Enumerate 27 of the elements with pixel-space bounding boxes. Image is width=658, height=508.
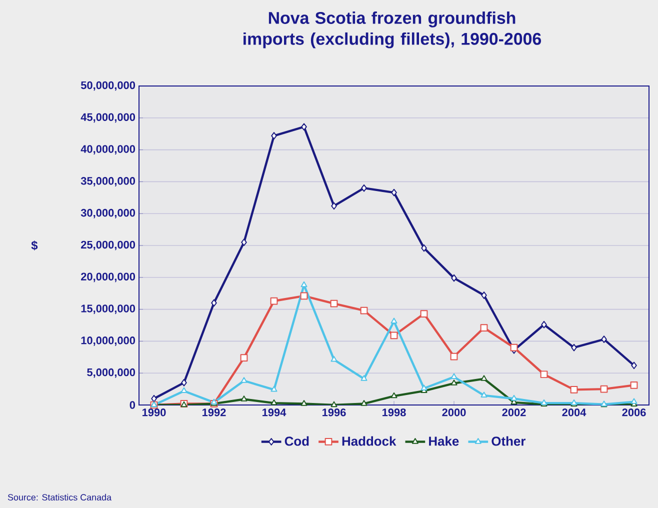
chart-title: Nova Scotia frozen groundfish imports (excluding fillets), 1990-2006 [244, 12, 542, 48]
x-tick-label: 1996 [322, 408, 346, 416]
source-note: Source: Statistics Canada [8, 494, 112, 500]
legend-label: Cod [284, 436, 309, 446]
legend-label: Haddock [342, 436, 396, 446]
y-tick-label: 50,000,000 [80, 81, 136, 91]
legend-label: Hake [429, 436, 459, 446]
y-tick-label: 35,000,000 [80, 177, 136, 186]
y-tick-label: 40,000,000 [80, 145, 136, 154]
x-tick-label: 2002 [502, 408, 526, 416]
y-tick-label: 25,000,000 [81, 240, 136, 250]
x-tick-label: 2000 [442, 408, 466, 416]
legend-label: Other [492, 436, 526, 446]
y-tick-label: 15,000,000 [81, 304, 136, 314]
y-tick-label: 5,000,000 [87, 368, 136, 378]
y-tick-label: 30,000,000 [80, 208, 136, 218]
x-tick-label: 1998 [382, 408, 406, 416]
x-tick-label: 2004 [562, 408, 586, 416]
y-tick-label: 45,000,000 [80, 113, 136, 123]
x-tick-label: 1994 [262, 408, 286, 416]
y-tick-label: 10,000,000 [81, 336, 136, 346]
y-tick-label: 20,000,000 [81, 272, 136, 282]
y-axis-title: $ [31, 240, 38, 250]
y-tick-label: 0 [130, 401, 136, 409]
x-tick-label: 2006 [622, 408, 646, 416]
x-tick-label: 1992 [202, 408, 226, 416]
x-tick-label: 1990 [142, 408, 166, 416]
